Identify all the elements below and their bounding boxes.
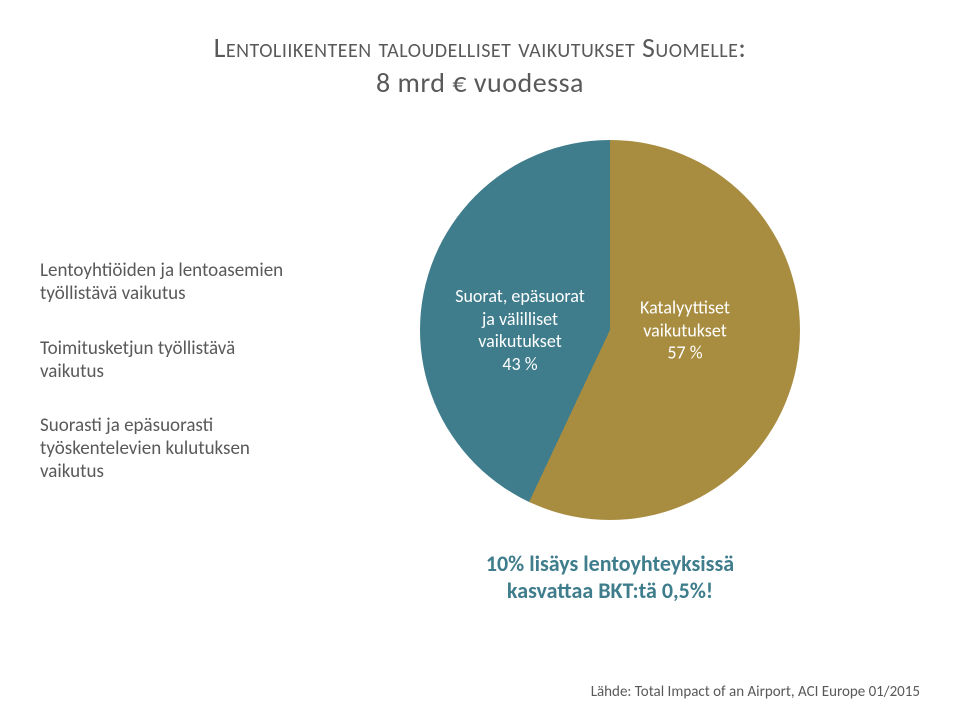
left-label-2: Toimitusketjun työllistävä vaikutus bbox=[40, 338, 290, 384]
pie-slice-label-right: Katalyyttiset vaikutukset 57 % bbox=[610, 296, 760, 364]
left-label-1: Lentoyhtiöiden ja lentoasemien työllistä… bbox=[40, 260, 290, 306]
pie-slice-label-left: Suorat, epäsuorat ja välilliset vaikutuk… bbox=[450, 285, 590, 375]
callout-line-1: 10% lisäys lentoyhteyksissä bbox=[486, 550, 734, 577]
callout-line-2: kasvattaa BKT:tä 0,5%! bbox=[486, 577, 734, 604]
slide-page: Lentoliikenteen taloudelliset vaikutukse… bbox=[0, 0, 960, 716]
pie-slice-2-percent: 57 % bbox=[667, 341, 702, 363]
page-title: Lentoliikenteen taloudelliset vaikutukse… bbox=[40, 30, 920, 100]
source-footer: Lähde: Total Impact of an Airport, ACI E… bbox=[591, 683, 920, 701]
content-row: Lentoyhtiöiden ja lentoasemien työllistä… bbox=[40, 140, 920, 604]
pie-slice-2-label: Katalyyttiset vaikutukset bbox=[640, 296, 730, 341]
pie-slice-1-percent: 43 % bbox=[502, 353, 537, 375]
title-line-2: 8 mrd € vuodessa bbox=[40, 65, 920, 100]
pie-chart: Suorat, epäsuorat ja välilliset vaikutuk… bbox=[420, 140, 800, 520]
callout-text: 10% lisäys lentoyhteyksissä kasvattaa BK… bbox=[486, 550, 734, 604]
pie-slice-1-label: Suorat, epäsuorat ja välilliset vaikutuk… bbox=[455, 285, 585, 352]
left-label-column: Lentoyhtiöiden ja lentoasemien työllistä… bbox=[40, 260, 300, 484]
pie-chart-container: Suorat, epäsuorat ja välilliset vaikutuk… bbox=[300, 140, 920, 604]
title-line-1: Lentoliikenteen taloudelliset vaikutukse… bbox=[40, 30, 920, 65]
left-label-3: Suorasti ja epäsuorasti työskentelevien … bbox=[40, 415, 290, 483]
